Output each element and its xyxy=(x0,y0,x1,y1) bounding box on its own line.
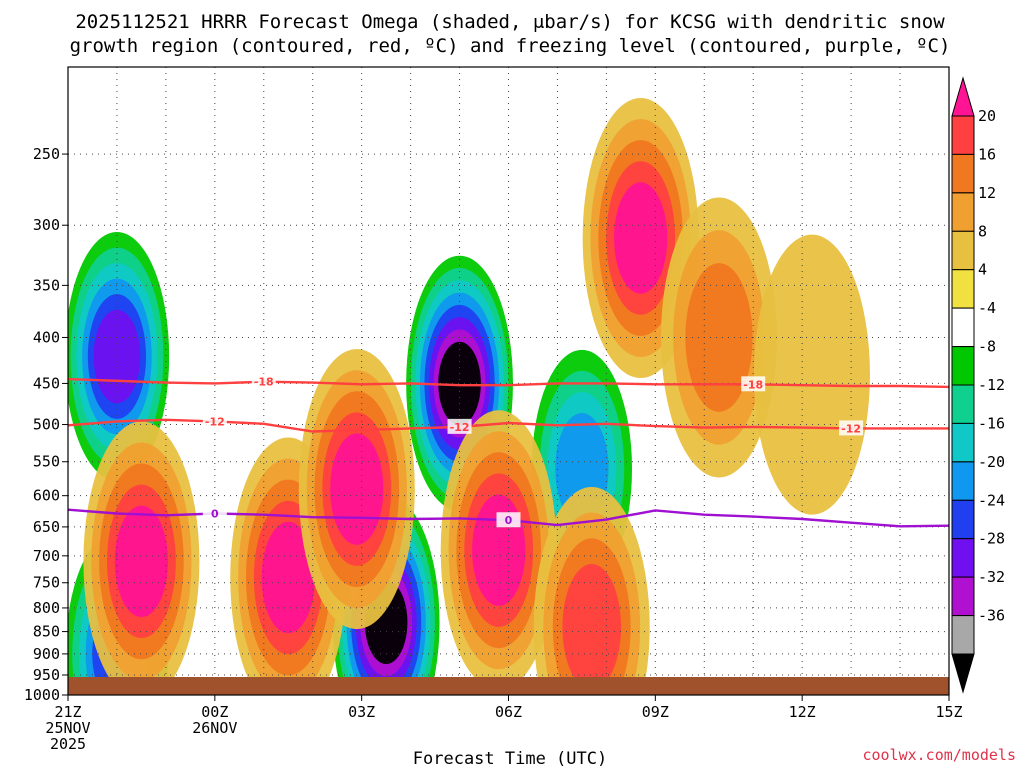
y-tick-label-500: 500 xyxy=(33,416,60,434)
x-tick-label-15-0: 12Z xyxy=(789,703,816,721)
colorbar-box-14 xyxy=(951,615,975,655)
x-tick-label-0-2: 2025 xyxy=(50,735,86,753)
colorbar-label-4: 4 xyxy=(978,261,987,279)
colorbar-label-0: 20 xyxy=(978,107,996,125)
colorbar-box-6 xyxy=(951,307,975,348)
contour-label--18-0: -18 xyxy=(254,376,274,389)
colorbar-box-2 xyxy=(951,153,975,194)
colorbar-label-8: -16 xyxy=(978,414,1005,432)
colorbar-box-11 xyxy=(951,499,975,540)
colorbar-label-1: 16 xyxy=(978,145,996,163)
colorbar-box-9 xyxy=(951,422,975,463)
omega-feature-7-level-4 xyxy=(114,505,169,618)
colorbar-box-7 xyxy=(951,346,975,386)
y-tick-label-550: 550 xyxy=(33,453,60,471)
contour-label-bg--12-2 xyxy=(839,420,864,436)
x-tick-label-3-0: 00Z xyxy=(201,703,228,721)
colorbar-label-12: -32 xyxy=(978,568,1005,586)
y-tick-label-850: 850 xyxy=(33,623,60,641)
x-tick-label-0-1: 25NOV xyxy=(45,719,90,737)
contour-label--18-1: -18 xyxy=(743,378,763,391)
colorbar: 20 16 12 8 4 -4 -8 -12 -16 -20 -24 -28 -32 -36 xyxy=(951,76,1005,694)
omega-feature-2-level-8 xyxy=(438,341,481,426)
colorbar-box-13 xyxy=(951,576,975,616)
contour-label-bg-0-1 xyxy=(496,512,521,528)
contour-label-bg--12-0 xyxy=(202,413,227,429)
colorbar-label-13: -36 xyxy=(978,607,1005,625)
plot-area: -18 -18 -12 -12 -12 0 0 xyxy=(68,67,949,695)
contour-label-0-1: 0 xyxy=(505,514,513,527)
colorbar-label-7: -12 xyxy=(978,376,1005,394)
colorbar-box-3 xyxy=(951,192,975,232)
y-tick-label-350: 350 xyxy=(33,276,60,294)
colorbar-label-11: -28 xyxy=(978,530,1005,548)
omega-feature-5-level-4 xyxy=(614,182,668,294)
x-tick-label-3-1: 26NOV xyxy=(192,719,237,737)
colorbar-label-2: 12 xyxy=(978,184,996,202)
chart-title-line2: growth region (contoured, red, ºC) and f… xyxy=(70,35,951,57)
y-tick-label-800: 800 xyxy=(33,599,60,617)
y-tick-label-450: 450 xyxy=(33,374,60,392)
omega-feature-9-level-4 xyxy=(330,433,384,545)
contour-label--12-0: -12 xyxy=(205,415,225,428)
omega-feature-10-level-3 xyxy=(562,563,622,690)
omega-feature-0-level-6 xyxy=(93,309,141,404)
contour-label-bg--18-1 xyxy=(741,376,766,392)
omega-feature-12-level-0 xyxy=(753,234,870,515)
credit-text: coolwx.com/models xyxy=(862,746,1016,764)
y-tick-label-300: 300 xyxy=(33,216,60,234)
y-tick-label-700: 700 xyxy=(33,547,60,565)
omega-feature-11-level-2 xyxy=(685,263,753,412)
y-tick-label-750: 750 xyxy=(33,574,60,592)
y-tick-label-650: 650 xyxy=(33,518,60,536)
x-axis-label: Forecast Time (UTC) xyxy=(413,749,607,768)
x-tick-label-0-0: 21Z xyxy=(54,703,81,721)
colorbar-label-3: 8 xyxy=(978,222,987,240)
y-tick-label-900: 900 xyxy=(33,645,60,663)
temperature-contours: -18 -18 -12 -12 -12 0 0 xyxy=(68,373,949,528)
contour-label-bg--18-0 xyxy=(251,373,276,389)
colorbar-box-1 xyxy=(951,115,975,155)
colorbar-label-10: -24 xyxy=(978,491,1005,509)
omega-shading xyxy=(68,98,870,695)
y-tick-label-600: 600 xyxy=(33,487,60,505)
x-tick-label-9-0: 06Z xyxy=(495,703,522,721)
x-tick-label-12-0: 09Z xyxy=(642,703,669,721)
y-tick-label-400: 400 xyxy=(33,328,60,346)
colorbar-box-12 xyxy=(951,538,975,578)
colorbar-top-arrow xyxy=(951,76,975,117)
contour-label-0-0: 0 xyxy=(211,507,219,520)
ground-terrain xyxy=(68,677,949,695)
x-tick-label-18-0: 15Z xyxy=(935,703,962,721)
omega-feature-6-level-4 xyxy=(472,494,526,606)
contour-label-bg-0-0 xyxy=(202,505,227,521)
colorbar-box-8 xyxy=(951,384,975,424)
contour--18 xyxy=(68,377,949,389)
colorbar-label-5: -4 xyxy=(978,299,996,317)
x-tick-label-6-0: 03Z xyxy=(348,703,375,721)
y-axis: 250 300 350 400 450 500 550 600 650 700 750 800 850 9… xyxy=(24,145,68,704)
colorbar-box-10 xyxy=(951,461,975,501)
contour-label--12-1: -12 xyxy=(450,421,470,434)
chart-title-line1: 2025112521 HRRR Forecast Omega (shaded, … xyxy=(75,11,945,33)
colorbar-label-9: -20 xyxy=(978,453,1005,471)
contour-label--12-2: -12 xyxy=(841,422,861,435)
colorbar-box-5 xyxy=(951,269,975,309)
y-tick-label-950: 950 xyxy=(33,666,60,684)
colorbar-bottom-arrow xyxy=(951,653,975,694)
colorbar-label-6: -8 xyxy=(978,338,996,356)
y-tick-label-250: 250 xyxy=(33,145,60,163)
colorbar-box-4 xyxy=(951,230,975,271)
contour-label-bg--12-1 xyxy=(447,418,472,434)
y-tick-label-1000: 1000 xyxy=(24,686,60,704)
omega-feature-8-level-4 xyxy=(261,521,315,634)
